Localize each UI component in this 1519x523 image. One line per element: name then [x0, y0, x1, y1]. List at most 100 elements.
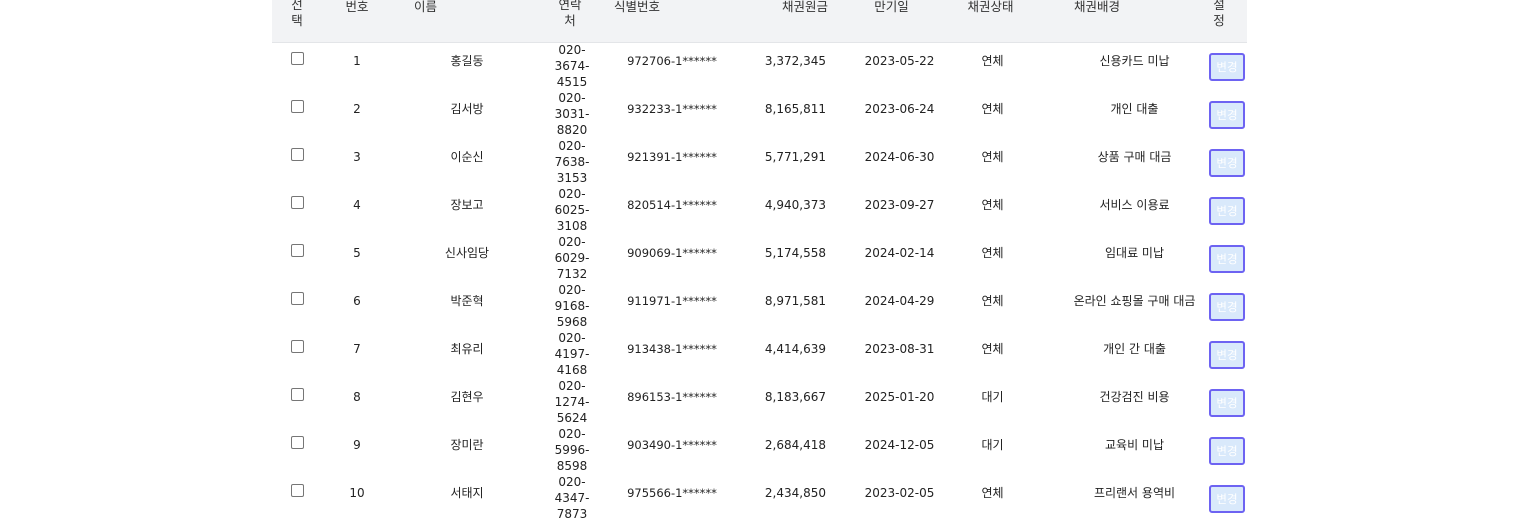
- row-select-cell: [272, 42, 322, 91]
- row-background: 서비스 이용료: [1099, 197, 1170, 212]
- row-id: 911971-1******: [627, 293, 717, 308]
- row-checkbox[interactable]: [290, 52, 304, 65]
- row-no: 3: [353, 149, 361, 164]
- row-select-cell: [272, 187, 322, 235]
- row-phone: 020-5996- 8598: [554, 426, 590, 473]
- row-due: 2024-02-14: [864, 245, 935, 260]
- edit-button[interactable]: 변경: [1209, 388, 1245, 417]
- row-checkbox[interactable]: [290, 340, 304, 353]
- row-settings: 변경: [1207, 42, 1247, 91]
- row-id: 820514-1******: [627, 197, 717, 212]
- row-name: 홍길동: [450, 53, 484, 68]
- row-select-cell: [272, 427, 322, 475]
- row-id: 896153-1******: [627, 389, 717, 404]
- table-row: 3 이순신 020-7638- 3153 921391-1****** 5,77…: [272, 139, 1247, 187]
- row-no: 4: [353, 197, 361, 212]
- edit-button[interactable]: 변경: [1209, 196, 1245, 225]
- row-no: 6: [353, 293, 361, 308]
- row-name: 박준혁: [450, 293, 484, 308]
- row-due: 2024-12-05: [864, 437, 935, 452]
- row-background: 신용카드 미납: [1099, 53, 1170, 68]
- row-no: 8: [353, 389, 361, 404]
- row-name: 장보고: [450, 197, 484, 212]
- header-status: 채권상태: [947, 0, 1062, 43]
- row-checkbox[interactable]: [290, 196, 304, 209]
- row-status: 연체: [981, 293, 1004, 308]
- row-settings: 변경: [1207, 235, 1247, 283]
- row-amount: 8,183,667: [764, 389, 826, 404]
- row-checkbox[interactable]: [290, 388, 304, 401]
- edit-button[interactable]: 변경: [1209, 244, 1245, 273]
- row-settings: 변경: [1207, 475, 1247, 523]
- table-row: 2 김서방 020-3031- 8820 932233-1****** 8,16…: [272, 91, 1247, 139]
- edit-button[interactable]: 변경: [1209, 100, 1245, 129]
- row-status: 연체: [981, 149, 1004, 164]
- row-background: 개인 대출: [1110, 101, 1159, 116]
- edit-button[interactable]: 변경: [1209, 148, 1245, 177]
- row-phone: 020-9168- 5968: [554, 282, 590, 329]
- row-status: 연체: [981, 245, 1004, 260]
- row-checkbox[interactable]: [290, 292, 304, 305]
- row-status: 대기: [981, 437, 1004, 452]
- row-id: 921391-1******: [627, 149, 717, 164]
- row-select-cell: [272, 91, 322, 139]
- row-phone: 020-1274- 5624: [554, 378, 590, 425]
- row-amount: 2,684,418: [764, 437, 826, 452]
- row-amount: 4,414,639: [764, 341, 826, 356]
- row-no: 7: [353, 341, 361, 356]
- table-header: 선 택 번호 이름 연락 처 식별번호 채권원금 만기일 채권상태 채권배경 설…: [272, 0, 1247, 43]
- header-background: 채권배경: [1062, 0, 1207, 43]
- header-row: 선 택 번호 이름 연락 처 식별번호 채권원금 만기일 채권상태 채권배경 설…: [272, 0, 1247, 43]
- header-id: 식별번호: [602, 0, 742, 43]
- row-select-cell: [272, 139, 322, 187]
- table-row: 8 김현우 020-1274- 5624 896153-1****** 8,18…: [272, 379, 1247, 427]
- table-row: 10 서태지 020-4347- 7873 975566-1****** 2,4…: [272, 475, 1247, 523]
- row-status: 대기: [981, 389, 1004, 404]
- row-amount: 2,434,850: [764, 485, 826, 500]
- row-phone: 020-4197- 4168: [554, 330, 590, 377]
- row-name: 김현우: [450, 389, 484, 404]
- row-checkbox[interactable]: [290, 100, 304, 113]
- row-status: 연체: [981, 485, 1004, 500]
- edit-button[interactable]: 변경: [1209, 436, 1245, 465]
- row-checkbox[interactable]: [290, 148, 304, 161]
- row-background: 건강검진 비용: [1099, 389, 1170, 404]
- edit-button[interactable]: 변경: [1209, 292, 1245, 321]
- edit-button[interactable]: 변경: [1209, 340, 1245, 369]
- row-background: 온라인 쇼핑몰 구매 대금: [1073, 293, 1196, 308]
- header-due: 만기일: [852, 0, 947, 43]
- row-settings: 변경: [1207, 379, 1247, 427]
- row-settings: 변경: [1207, 427, 1247, 475]
- header-name: 이름: [392, 0, 542, 43]
- edit-button[interactable]: 변경: [1209, 484, 1245, 513]
- header-no: 번호: [322, 0, 392, 43]
- row-background: 교육비 미납: [1104, 437, 1164, 452]
- row-name: 서태지: [450, 485, 484, 500]
- row-phone: 020-3674- 4515: [554, 42, 590, 89]
- row-status: 연체: [981, 101, 1004, 116]
- row-name: 최유리: [450, 341, 484, 356]
- row-name: 이순신: [450, 149, 484, 164]
- row-status: 연체: [981, 341, 1004, 356]
- row-no: 10: [349, 485, 365, 500]
- row-id: 975566-1******: [627, 485, 717, 500]
- row-no: 2: [353, 101, 361, 116]
- row-phone: 020-3031- 8820: [554, 90, 590, 137]
- row-checkbox[interactable]: [290, 436, 304, 449]
- row-id: 909069-1******: [627, 245, 717, 260]
- edit-button[interactable]: 변경: [1209, 52, 1245, 81]
- row-settings: 변경: [1207, 187, 1247, 235]
- row-checkbox[interactable]: [290, 244, 304, 257]
- table-row: 4 장보고 020-6025- 3108 820514-1****** 4,94…: [272, 187, 1247, 235]
- table-row: 1 홍길동 020-3674- 4515 972706-1****** 3,37…: [272, 42, 1247, 91]
- row-settings: 변경: [1207, 331, 1247, 379]
- header-phone: 연락 처: [542, 0, 602, 43]
- row-select-cell: [272, 235, 322, 283]
- row-name: 김서방: [450, 101, 484, 116]
- row-select-cell: [272, 379, 322, 427]
- row-select-cell: [272, 475, 322, 523]
- row-status: 연체: [981, 197, 1004, 212]
- row-checkbox[interactable]: [290, 484, 304, 497]
- table-row: 5 신사임당 020-6029- 7132 909069-1****** 5,1…: [272, 235, 1247, 283]
- header-amount: 채권원금: [742, 0, 852, 43]
